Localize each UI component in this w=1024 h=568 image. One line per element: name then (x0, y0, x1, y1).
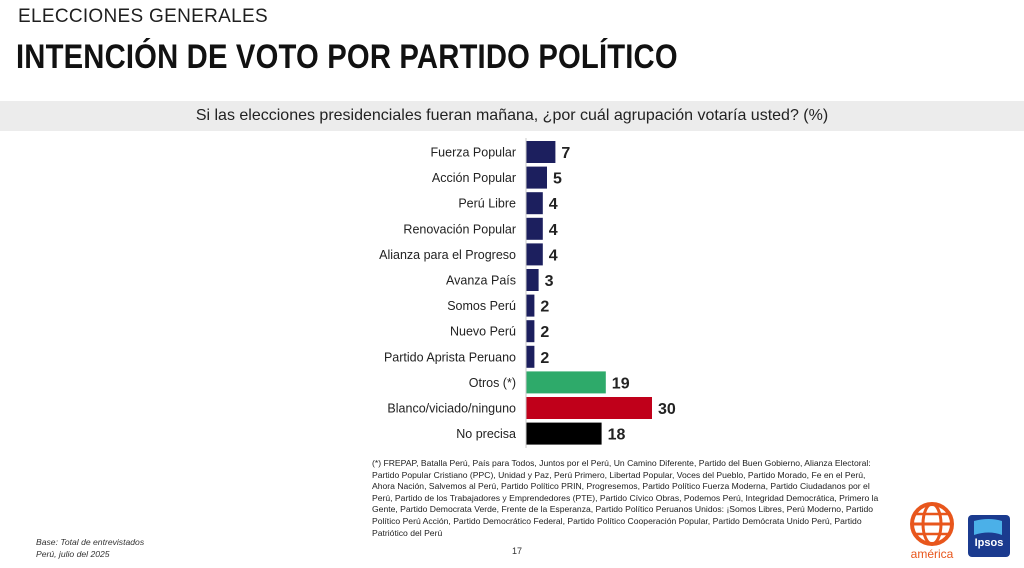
bar (526, 371, 606, 394)
bar (526, 422, 602, 445)
ipsos-logo (968, 515, 1010, 557)
bar (526, 397, 652, 419)
bar-value-label: 4 (549, 247, 558, 264)
page-title: INTENCIÓN DE VOTO POR PARTIDO POLÍTICO (16, 38, 678, 76)
bar (526, 269, 539, 291)
america-logo-text: américa (910, 547, 954, 561)
category-label: Fuerza Popular (431, 146, 516, 160)
base-note: Base: Total de entrevistados Perú, julio… (36, 537, 144, 560)
section-kicker: ELECCIONES GENERALES (18, 6, 268, 27)
category-label: Avanza País (446, 274, 516, 288)
category-label: Somos Perú (447, 299, 516, 313)
bar-value-label: 2 (540, 299, 549, 316)
category-label: Perú Libre (458, 197, 516, 211)
base-note-line2: Perú, julio del 2025 (36, 548, 110, 559)
category-label: Renovación Popular (403, 222, 516, 236)
bar-value-label: 19 (612, 375, 630, 392)
bar (526, 243, 543, 266)
bar-value-label: 5 (553, 171, 562, 188)
bar-value-label: 30 (658, 401, 676, 418)
question-band: Si las elecciones presidenciales fueran … (0, 101, 1024, 131)
bar-value-label: 2 (540, 350, 549, 367)
ipsos-swoosh-icon (974, 519, 1002, 535)
bar (526, 294, 535, 317)
bar-value-label: 4 (549, 222, 558, 239)
survey-question: Si las elecciones presidenciales fueran … (195, 107, 829, 124)
bar (526, 166, 547, 189)
america-globe-icon (910, 502, 954, 546)
category-label: Otros (*) (469, 376, 516, 390)
bar-value-label: 18 (608, 427, 626, 444)
bar (526, 192, 543, 215)
category-label: Blanco/viciado/ninguno (387, 402, 516, 416)
category-label: Partido Aprista Peruano (384, 350, 516, 364)
category-label: No precisa (456, 427, 516, 441)
bar (526, 217, 543, 240)
bar (526, 141, 556, 163)
bar-value-label: 2 (540, 324, 549, 341)
base-note-line1: Base: Total de entrevistados (36, 537, 145, 547)
bar (526, 345, 535, 368)
bar (526, 320, 535, 343)
vote-intention-chart: Fuerza Popular 7 Acción Popular 5 Perú Libre… (379, 138, 676, 448)
category-label: Alianza para el Progreso (379, 248, 516, 262)
page-number: 17 (512, 546, 523, 556)
ipsos-logo-text: Ipsos (974, 537, 1004, 549)
footnote: (*) FREPAP, Batalla Perú, País para Todo… (372, 458, 879, 538)
category-label: Nuevo Perú (450, 325, 516, 339)
bar-value-label: 4 (549, 196, 558, 213)
bar-value-label: 3 (545, 273, 554, 290)
bar-value-label: 7 (561, 145, 570, 162)
category-label: Acción Popular (432, 171, 516, 185)
